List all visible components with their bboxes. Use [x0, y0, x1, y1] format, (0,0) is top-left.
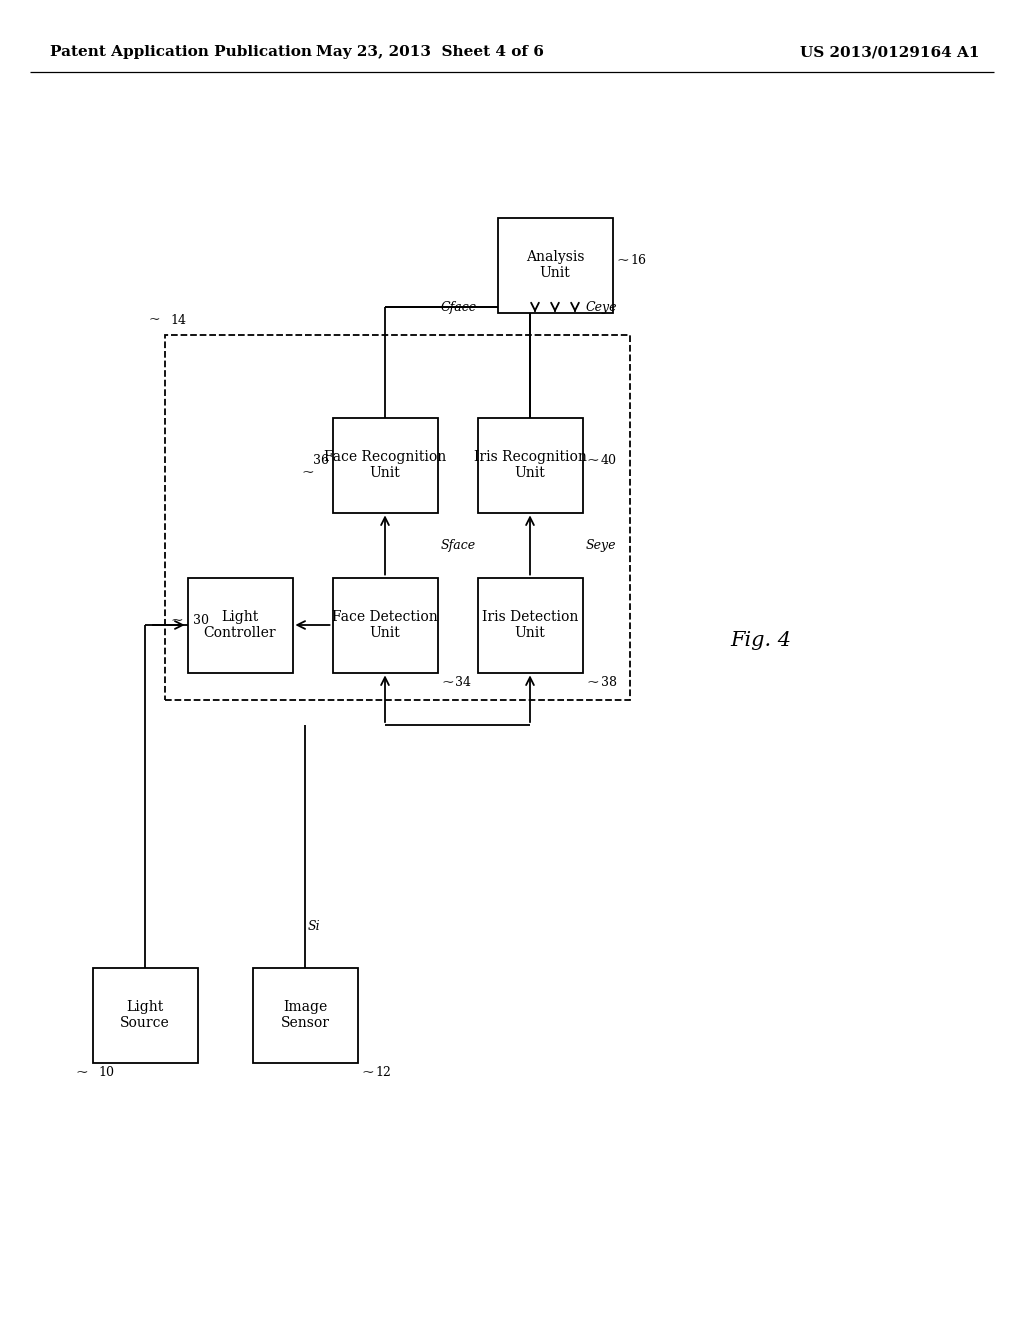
Text: 10: 10: [98, 1067, 115, 1080]
Text: Face Recognition
Unit: Face Recognition Unit: [324, 450, 446, 480]
Text: ~: ~: [302, 466, 314, 480]
Text: 16: 16: [631, 255, 646, 268]
Bar: [92, 968, 198, 1063]
Bar: [477, 417, 583, 512]
Bar: [477, 578, 583, 672]
Bar: [253, 968, 357, 1063]
Bar: [333, 417, 437, 512]
Text: 30: 30: [194, 615, 210, 627]
Text: Sface: Sface: [440, 539, 475, 552]
Text: 14: 14: [170, 314, 186, 327]
Text: May 23, 2013  Sheet 4 of 6: May 23, 2013 Sheet 4 of 6: [316, 45, 544, 59]
Text: ~: ~: [441, 676, 455, 690]
Text: Si: Si: [308, 920, 321, 932]
Bar: [187, 578, 293, 672]
Text: ~: ~: [616, 253, 630, 268]
Text: Seye: Seye: [586, 539, 616, 552]
Text: ~: ~: [587, 454, 599, 469]
Text: Iris Detection
Unit: Iris Detection Unit: [482, 610, 579, 640]
Text: Analysis
Unit: Analysis Unit: [525, 249, 585, 280]
Text: ~: ~: [361, 1067, 374, 1081]
Text: 34: 34: [456, 676, 471, 689]
Bar: [498, 218, 612, 313]
Text: ~: ~: [171, 614, 183, 628]
Text: 36: 36: [312, 454, 329, 467]
Text: 40: 40: [600, 454, 616, 467]
Text: ~: ~: [148, 313, 160, 327]
Bar: [165, 335, 630, 700]
Text: Ceye: Ceye: [586, 301, 617, 314]
Text: Cface: Cface: [440, 301, 476, 314]
Text: Patent Application Publication: Patent Application Publication: [50, 45, 312, 59]
Text: 38: 38: [600, 676, 616, 689]
Text: ~: ~: [587, 676, 599, 690]
Text: Image
Sensor: Image Sensor: [281, 1001, 330, 1030]
Text: Light
Controller: Light Controller: [204, 610, 276, 640]
Text: ~: ~: [76, 1067, 88, 1081]
Bar: [333, 578, 437, 672]
Text: Face Detection
Unit: Face Detection Unit: [332, 610, 438, 640]
Text: US 2013/0129164 A1: US 2013/0129164 A1: [801, 45, 980, 59]
Text: Iris Recognition
Unit: Iris Recognition Unit: [473, 450, 587, 480]
Text: Light
Source: Light Source: [120, 1001, 170, 1030]
Text: Fig. 4: Fig. 4: [730, 631, 791, 649]
Text: 12: 12: [376, 1067, 391, 1080]
